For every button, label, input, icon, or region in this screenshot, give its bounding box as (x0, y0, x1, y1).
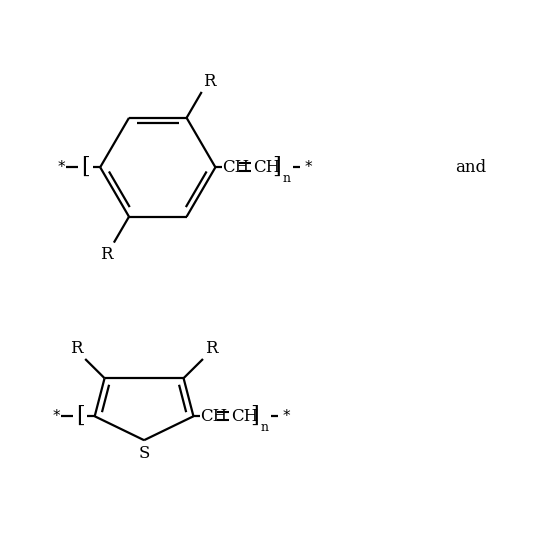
Text: n: n (282, 172, 290, 184)
Text: ]: ] (272, 156, 281, 178)
Text: [: [ (81, 156, 90, 178)
Text: *: * (304, 160, 312, 175)
Text: CH: CH (253, 159, 280, 176)
Text: R: R (100, 246, 113, 263)
Text: and: and (455, 159, 486, 176)
Text: n: n (260, 421, 268, 434)
Text: R: R (205, 340, 218, 357)
Text: R: R (203, 73, 216, 90)
Text: CH: CH (222, 159, 249, 176)
Text: R: R (71, 340, 83, 357)
Text: CH: CH (231, 408, 258, 425)
Text: CH: CH (200, 408, 227, 425)
Text: [: [ (76, 405, 85, 427)
Text: *: * (52, 409, 60, 424)
Text: ]: ] (251, 405, 259, 427)
Text: *: * (58, 160, 66, 175)
Text: S: S (138, 444, 150, 461)
Text: *: * (282, 409, 290, 424)
